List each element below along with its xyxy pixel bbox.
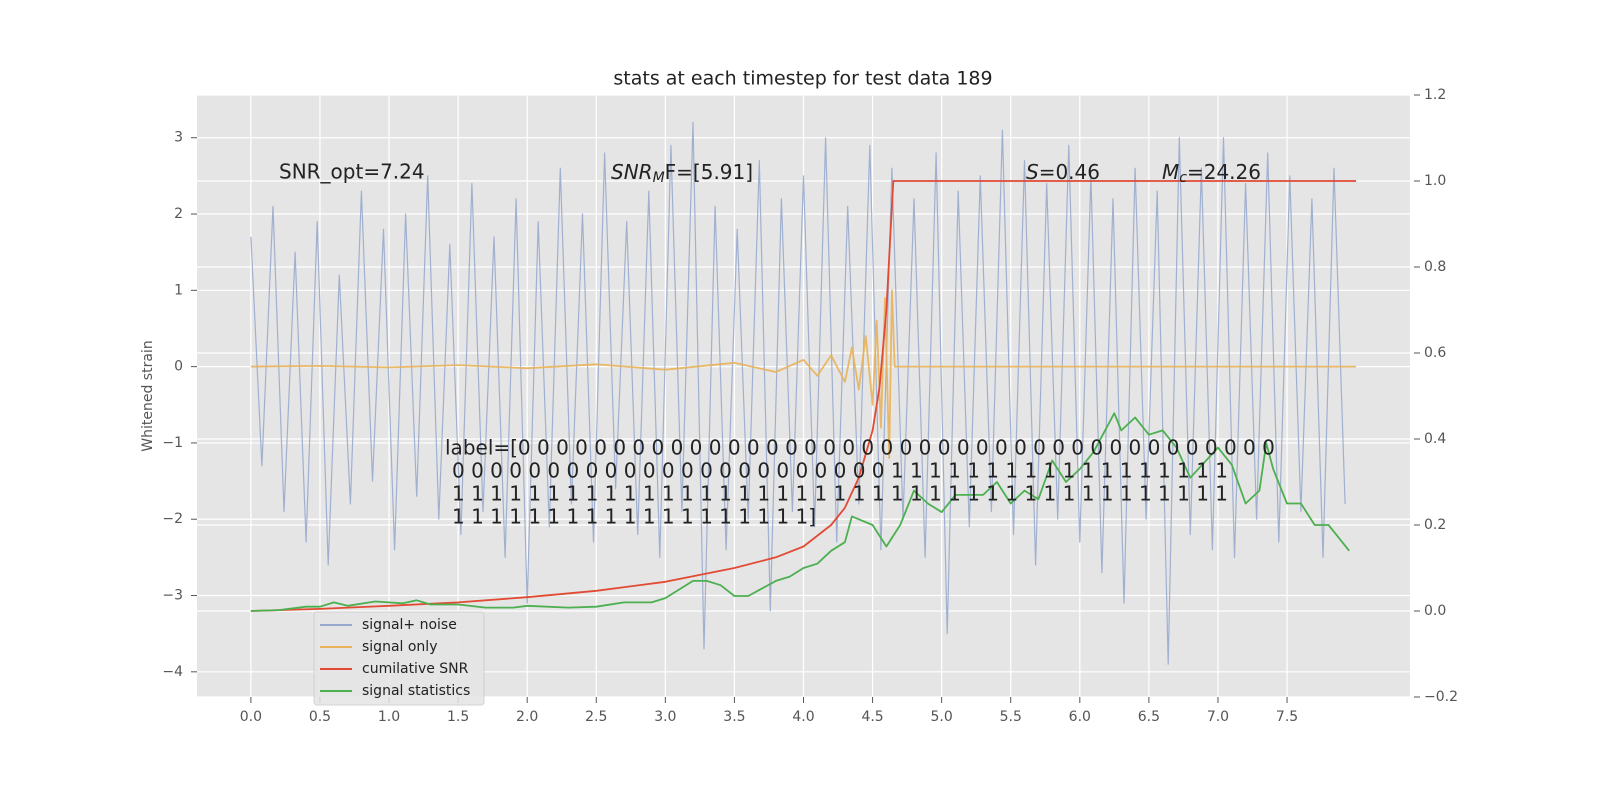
y-tick-label: 3 — [174, 130, 183, 146]
legend-box — [313, 611, 485, 706]
x-tick-label: 4.5 — [861, 709, 883, 725]
y2-tick-label: 0.0 — [1424, 603, 1446, 619]
legend-label: signal+ noise — [362, 617, 457, 633]
legend-label: signal only — [362, 639, 437, 655]
label-text: 1 1 1 1 1 1 1 1 1 1 1 1 1 1 1 1 1 1 1] — [452, 505, 816, 529]
series-line — [250, 121, 1346, 665]
y2-tick-label: 1.0 — [1424, 173, 1446, 189]
y2-tick-label: 1.2 — [1424, 87, 1446, 103]
annotation: SNRMF=[5.91] — [611, 160, 753, 187]
x-tick-label: 2.5 — [585, 709, 607, 725]
x-tick-label: 1.5 — [447, 709, 469, 725]
legend-label: cumilative SNR — [362, 661, 469, 677]
x-tick-label: 6.5 — [1138, 709, 1160, 725]
x-tick-label: 7.0 — [1207, 709, 1229, 725]
annotation-part: c — [1179, 170, 1187, 186]
x-tick-label: 3.0 — [654, 709, 676, 725]
y-tick-label: 0 — [174, 359, 183, 375]
label-text: 1 1 1 1 1 1 1 1 1 1 1 1 1 1 1 1 1 1 1 1 … — [452, 482, 1228, 506]
x-tick-label: 6.0 — [1069, 709, 1091, 725]
annotation-part: S — [1026, 160, 1039, 184]
annotation-part: M — [653, 170, 665, 186]
label-text: 0 0 0 0 0 0 0 0 0 0 0 0 0 0 0 0 0 0 0 0 … — [452, 459, 1228, 483]
y-axis-label: Whitened strain — [140, 340, 156, 451]
chart-title: stats at each timestep for test data 189 — [613, 68, 992, 90]
annotation: S=0.46 — [1026, 160, 1100, 184]
y-tick-label: −3 — [162, 588, 183, 604]
annotation-part: =24.26 — [1187, 160, 1261, 184]
y-tick-label: −4 — [162, 664, 183, 680]
x-tick-label: 4.0 — [792, 709, 814, 725]
y-tick-label: −2 — [162, 511, 183, 527]
foreground: 0.0 0.5 1.0 1.5 2.0 2.5 3.0 3.5 4.0 4.5 5.0 5.5 6.0 6… — [162, 87, 1458, 725]
x-tick-label: 3.5 — [723, 709, 745, 725]
annotation-part: F=[5.91] — [665, 160, 753, 184]
y-tick-label: 1 — [174, 282, 183, 298]
y2-tick-label: 0.8 — [1424, 259, 1446, 275]
series-line — [250, 180, 1357, 612]
y2-tick-label: 0.4 — [1424, 431, 1446, 447]
y2-tick-label: −0.2 — [1424, 689, 1458, 705]
x-tick-label: 2.0 — [516, 709, 538, 725]
annotation-part: SNR — [611, 160, 653, 184]
annotation-part: =0.46 — [1039, 160, 1100, 184]
x-tick-label: 0.0 — [240, 709, 262, 725]
lines — [250, 121, 1357, 665]
annotation: SNR_opt=7.24 — [279, 160, 425, 184]
y-tick-label: 2 — [174, 206, 183, 222]
annotation: Mc=24.26 — [1162, 160, 1261, 187]
x-tick-label: 5.0 — [931, 709, 953, 725]
series-line — [250, 412, 1350, 612]
x-tick-label: 1.0 — [378, 709, 400, 725]
legend-label: signal statistics — [362, 683, 470, 699]
y-tick-label: −1 — [162, 435, 183, 451]
label-text: label=[0 0 0 0 0 0 0 0 0 0 0 0 0 0 0 0 0… — [445, 436, 1275, 460]
annotation-part: M — [1162, 160, 1179, 184]
x-tick-label: 7.5 — [1276, 709, 1298, 725]
x-tick-label: 5.5 — [1000, 709, 1022, 725]
y2-tick-label: 0.6 — [1424, 345, 1446, 361]
y2-tick-label: 0.2 — [1424, 517, 1446, 533]
x-tick-label: 0.5 — [309, 709, 331, 725]
